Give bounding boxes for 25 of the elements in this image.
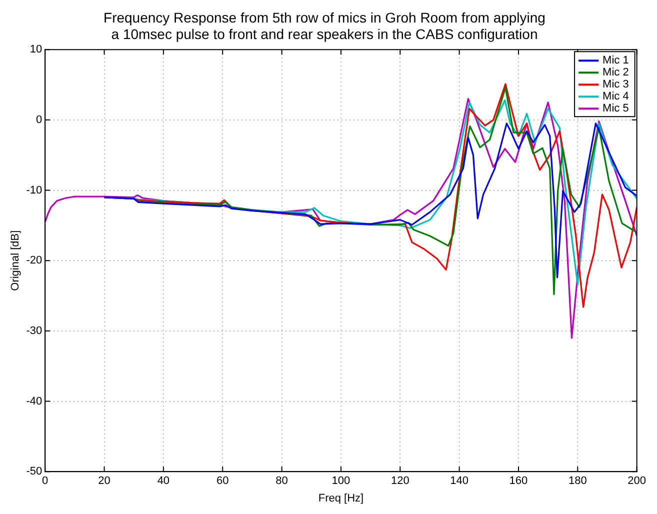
legend-label: Mic 4	[602, 90, 629, 103]
y-tick-label: -40	[26, 395, 42, 408]
y-tick-label: -50	[26, 466, 42, 478]
x-tick-label: 100	[332, 475, 350, 488]
x-tick-label: 140	[450, 475, 468, 488]
legend-label: Mic 5	[602, 102, 629, 115]
x-axis-title: Freq [Hz]	[318, 492, 364, 504]
y-tick-label: 0	[36, 114, 42, 126]
x-tick-label: 200	[628, 475, 646, 488]
legend-label: Mic 2	[602, 66, 629, 79]
x-tick-label: 180	[568, 475, 587, 488]
y-tick-label: -20	[26, 254, 42, 267]
x-tick-label: 160	[509, 475, 528, 488]
legend-label: Mic 1	[602, 54, 629, 67]
legend-label: Mic 3	[602, 78, 629, 91]
y-tick-label: -10	[26, 184, 42, 196]
x-tick-label: 120	[390, 475, 410, 488]
x-tick-label: 80	[276, 475, 288, 488]
x-tick-label: 20	[98, 475, 110, 488]
x-tick-label: 40	[157, 475, 170, 488]
chart-title: Frequency Response from 5th row of mics in Groh Room from applying a 10msec pulse to front and rear speakers in the CABS configuration	[104, 9, 546, 42]
y-tick-label: 10	[30, 44, 42, 56]
x-tick-label: 60	[216, 475, 229, 488]
y-tick-label: -30	[26, 324, 42, 337]
y-axis-title: Original [dB]	[10, 230, 22, 291]
